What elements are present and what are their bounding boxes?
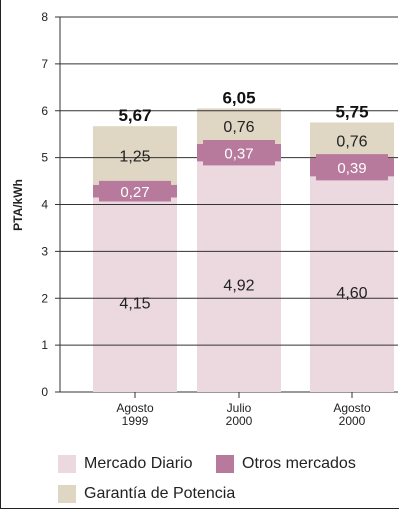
data-label-garantia-potencia: 0,76 xyxy=(336,133,367,150)
data-label-otros-mercados: 0,39 xyxy=(337,160,366,177)
bar-segment-garantia-potencia xyxy=(93,126,177,185)
legend-item-mercado-diario: Mercado Diario xyxy=(58,455,192,473)
bar-segment-otros-mercados xyxy=(93,180,177,202)
x-tick-label: 1999 xyxy=(122,414,149,428)
y-tick-label: 8 xyxy=(41,10,48,24)
y-tick-label: 0 xyxy=(41,385,48,399)
data-label-otros-mercados: 0,37 xyxy=(224,146,253,163)
legend-swatch-otros-mercados xyxy=(216,455,234,473)
data-label-total: 5,75 xyxy=(335,102,368,121)
data-label-garantia-potencia: 1,25 xyxy=(119,149,150,166)
bar-segment-garantia-potencia xyxy=(197,108,281,145)
bar-segment-mercado-diario xyxy=(310,176,394,392)
data-label-mercado-diario: 4,92 xyxy=(223,278,254,295)
x-tick-label: 2000 xyxy=(339,414,366,428)
data-label-otros-mercados: 0,27 xyxy=(120,184,149,201)
y-axis: 0 1 2 3 4 5 6 7 8 xyxy=(41,10,61,399)
y-tick-label: 7 xyxy=(41,57,48,71)
y-tick-label: 3 xyxy=(41,244,48,258)
bar-segment-otros-mercados xyxy=(310,154,394,181)
y-tick-label: 1 xyxy=(41,338,48,352)
legend-label-mercado-diario: Mercado Diario xyxy=(84,455,193,472)
y-tick-label: 4 xyxy=(41,198,48,212)
bar-segment-garantia-potencia xyxy=(310,122,394,159)
data-label-mercado-diario: 4,15 xyxy=(119,296,150,313)
x-tick-label: Julio xyxy=(227,401,252,415)
y-tick-label: 5 xyxy=(41,151,48,165)
legend-item-otros-mercados: Otros mercados xyxy=(216,455,356,473)
bars: 4,15 0,27 1,25 5,67 4,92 0,37 0,76 6,05 4,60 0,39… xyxy=(93,88,394,392)
legend-label-otros-mercados: Otros mercados xyxy=(242,455,356,472)
legend-swatch-garantia-potencia xyxy=(58,485,76,503)
bar-segment-mercado-diario xyxy=(93,197,177,392)
data-label-total: 6,05 xyxy=(222,88,255,107)
bar-segment-mercado-diario xyxy=(197,161,281,392)
y-tick-label: 6 xyxy=(41,104,48,118)
x-tick-label: Agosto xyxy=(116,401,154,415)
legend-swatch-mercado-diario xyxy=(58,455,76,473)
legend-label-garantia-potencia: Garantía de Potencia xyxy=(84,485,236,502)
stacked-bar-chart: 0 1 2 3 4 5 6 7 8 PTA/kWh 4,15 0,27 1,25 5,67 4,92 0,… xyxy=(11,10,398,428)
data-label-garantia-potencia: 0,76 xyxy=(223,119,254,136)
data-label-mercado-diario: 4,60 xyxy=(336,285,367,302)
bar-segment-otros-mercados xyxy=(197,140,281,166)
data-label-total: 5,67 xyxy=(118,106,151,125)
x-tick-label: 2000 xyxy=(226,414,253,428)
y-axis-label: PTA/kWh xyxy=(11,179,25,231)
x-tick-label: Agosto xyxy=(333,401,371,415)
legend-item-garantia-potencia: Garantía de Potencia xyxy=(58,485,235,503)
y-tick-label: 2 xyxy=(41,291,48,305)
